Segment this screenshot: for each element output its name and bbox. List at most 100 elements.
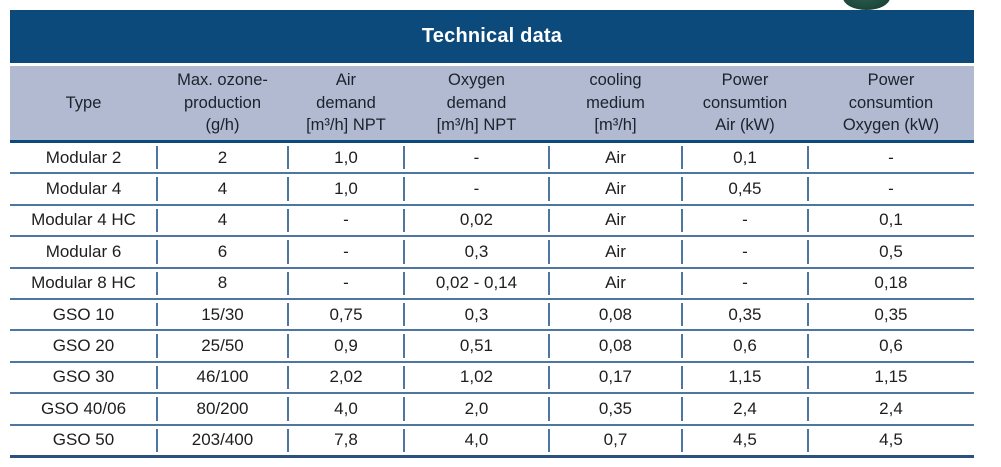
table-cell-oxygen-demand: - <box>404 174 550 203</box>
table-cell-power-oxygen: 1,15 <box>874 367 908 387</box>
table-title-bar: Technical data <box>10 10 974 63</box>
column-header-ozone-production: Max. ozone-production (g/h) <box>157 66 288 140</box>
column-header-oxygen-demand: Oxygen demand [m³/h] NPT <box>404 66 549 140</box>
table-cell-cooling-medium: Air <box>549 237 684 266</box>
column-header-line: demand <box>316 93 376 112</box>
table-cell-air-demand: 0,9 <box>288 331 405 360</box>
column-header-power-oxygen: Power consumtion Oxygen (kW) <box>808 66 974 140</box>
table-cell-oxygen-demand: 0,3 <box>404 300 550 329</box>
table-cell-oxygen-demand: 0,02 <box>404 206 550 235</box>
table-cell-air-demand: 1,0 <box>288 174 405 203</box>
column-header-power-air: Power consumtion Air (kW) <box>682 66 808 140</box>
table-cell-power-oxygen: 0,35 <box>874 304 908 324</box>
column-header-line: production <box>183 93 262 112</box>
table-row: Modular 2 2 1,0- Air 0,1- <box>10 143 974 175</box>
table-cell-type: GSO 40/06 <box>10 394 158 423</box>
table-cell-air-demand: 1,0 <box>288 143 405 172</box>
table-cell-power-oxygen: 0,5 <box>879 241 903 261</box>
table-cell-air-demand: 4,0 <box>288 394 405 423</box>
table-row: GSO 50 203/400 7,8 4,0 0,7 4,5 4,5 <box>10 425 974 458</box>
table-cell-type: Modular 4 HC <box>10 206 158 235</box>
table-cell-power-oxygen: - <box>888 179 894 199</box>
table-cell-power-air: 0,1 <box>682 143 809 172</box>
table-cell-power-oxygen: 0,1 <box>879 210 903 230</box>
column-header-line: Power <box>721 71 769 90</box>
column-header-cooling-medium: cooling medium [m³/h] <box>549 66 682 140</box>
table-cell-power-air: 2,4 <box>682 394 809 423</box>
table-cell-power-oxygen: 0,6 <box>879 336 903 356</box>
table-cell-power-air: 0,35 <box>682 300 809 329</box>
table-cell-oxygen-demand: 2,0 <box>404 394 550 423</box>
table-cell-power-air: 4,5 <box>682 426 809 455</box>
table-cell-air-demand: 7,8 <box>288 426 405 455</box>
table-row: GSO 30 46/100 2,02 1,02 0,17 1,15 1,15 <box>10 362 974 395</box>
table-title: Technical data <box>421 25 563 47</box>
column-header-line: Power <box>867 71 915 90</box>
column-header-line: Air (kW) <box>715 116 775 135</box>
table-cell-cooling-medium: 0,08 <box>549 300 684 329</box>
column-header-line: [m³/h] NPT <box>436 116 517 135</box>
table-row: Modular 8 HC 8-0,02 - 0,14 Air -0,18 <box>10 268 974 300</box>
table-cell-type: Modular 4 <box>10 174 158 203</box>
table-row: Modular 4 4 1,0- Air 0,45- <box>10 174 974 206</box>
table-cell-air-demand: 0,75 <box>288 300 405 329</box>
column-header-line: cooling <box>589 71 642 90</box>
table-cell-cooling-medium: Air <box>549 143 684 172</box>
table-cell-ozone-production: 4 <box>157 206 289 235</box>
column-header-line: Max. ozone- <box>177 71 268 90</box>
table-cell-type: GSO 20 <box>10 331 158 360</box>
column-header-line: [m³/h] <box>594 116 637 135</box>
table-cell-power-air: 0,45 <box>682 174 809 203</box>
column-header-line: demand <box>446 93 507 112</box>
table-cell-air-demand: 2,02 <box>288 363 405 392</box>
table-row: GSO 40/06 80/200 4,0 2,0 0,35 2,4 2,4 <box>10 394 974 426</box>
table-cell-ozone-production: 4 <box>157 174 289 203</box>
table-cell-ozone-production: 6 <box>157 237 289 266</box>
table-cell-power-air: - <box>682 269 809 298</box>
table-cell-cooling-medium: 0,35 <box>549 394 684 423</box>
table-cell-cooling-medium: Air <box>549 206 684 235</box>
table-cell-cooling-medium: 0,17 <box>549 363 684 392</box>
column-header-air-demand: Air demand [m³/h] NPT <box>288 66 404 140</box>
table-row: Modular 6 6-0,3 Air -0,5 <box>10 237 974 269</box>
table-cell-type: GSO 10 <box>10 300 158 329</box>
table-cell-power-oxygen: 2,4 <box>879 398 903 418</box>
table-cell-ozone-production: 25/50 <box>157 331 289 360</box>
column-header-row: Type Max. ozone-production (g/h) Air demand [… <box>10 66 974 143</box>
column-header-line: consumtion <box>702 93 788 112</box>
table-cell-ozone-production: 203/400 <box>157 426 289 455</box>
column-header-line: (g/h) <box>205 116 240 135</box>
table-cell-oxygen-demand: 0,3 <box>404 237 550 266</box>
table-cell-power-air: 1,15 <box>682 363 809 392</box>
table-cell-air-demand: - <box>288 269 405 298</box>
column-header-line: Type <box>65 93 102 112</box>
table-cell-air-demand: - <box>288 237 405 266</box>
table-cell-ozone-production: 2 <box>157 143 289 172</box>
table-cell-power-oxygen: 4,5 <box>879 430 903 450</box>
column-header-line: Air <box>335 71 357 90</box>
column-header-line: Oxygen (kW) <box>842 116 940 135</box>
table-cell-cooling-medium: Air <box>549 269 684 298</box>
column-header-line: medium <box>586 93 645 112</box>
table-row: Modular 4 HC 4-0,02 Air -0,1 <box>10 205 974 238</box>
table-body: Modular 2 2 1,0- Air 0,1- Modular 4 4 1,0- Air 0,… <box>10 143 974 458</box>
table-cell-cooling-medium: Air <box>549 174 684 203</box>
table-cell-ozone-production: 80/200 <box>157 394 289 423</box>
table-row: GSO 10 15/30 0,75 0,3 0,08 0,35 0,35 <box>10 299 974 332</box>
table-cell-ozone-production: 15/30 <box>157 300 289 329</box>
table-cell-type: Modular 8 HC <box>10 269 158 298</box>
logo-fragment <box>843 0 890 10</box>
table-cell-power-oxygen: 0,18 <box>874 273 908 293</box>
table-cell-cooling-medium: 0,08 <box>549 331 684 360</box>
table-cell-ozone-production: 46/100 <box>157 363 289 392</box>
table-cell-cooling-medium: 0,7 <box>549 426 684 455</box>
table-cell-oxygen-demand: - <box>404 143 550 172</box>
table-cell-ozone-production: 8 <box>157 269 289 298</box>
table-cell-oxygen-demand: 0,51 <box>404 331 550 360</box>
table-cell-type: Modular 6 <box>10 237 158 266</box>
table-cell-power-air: - <box>682 237 809 266</box>
table-cell-type: GSO 50 <box>10 426 158 455</box>
table-cell-power-air: 0,6 <box>682 331 809 360</box>
table-cell-type: GSO 30 <box>10 363 158 392</box>
